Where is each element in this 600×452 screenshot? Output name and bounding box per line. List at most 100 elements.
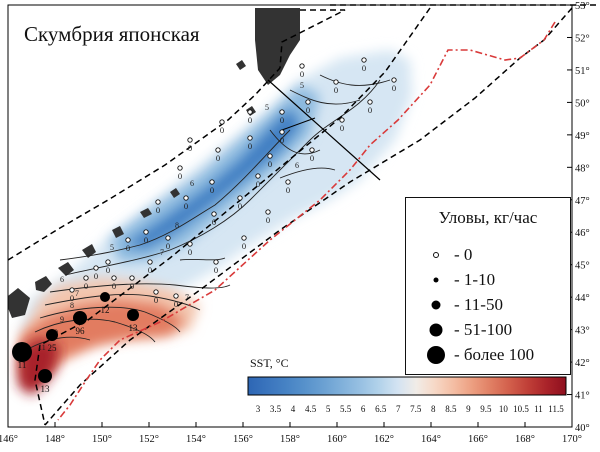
station-zero-label: 0	[286, 185, 290, 195]
station-catch-label: 11	[18, 360, 27, 370]
station-zero-marker	[299, 63, 305, 69]
contour-label: 6	[60, 275, 64, 284]
colorbar-tick-label: 10.5	[513, 404, 529, 414]
station-zero-label: 0	[216, 153, 220, 163]
legend-symbol	[427, 346, 445, 364]
station-zero-label: 0	[268, 159, 272, 169]
contour-label: 7	[160, 248, 164, 257]
colorbar-tick-label: 3.5	[270, 404, 282, 414]
station-zero-label: 0	[70, 293, 74, 303]
x-tick-label: 164°	[421, 434, 441, 445]
colorbar-tick-label: 4	[291, 404, 296, 414]
y-tick-label: 47°	[575, 196, 590, 207]
map-title: Скумбрия японская	[24, 22, 200, 46]
station-zero-marker	[267, 153, 273, 159]
station-zero-marker	[129, 275, 135, 281]
station-zero-label: 0	[112, 281, 116, 291]
x-tick-label: 166°	[468, 434, 488, 445]
station-zero-label: 0	[238, 201, 242, 211]
station-zero-marker	[309, 147, 315, 153]
y-tick-label: 52°	[575, 33, 590, 44]
station-zero-label: 0	[148, 265, 152, 275]
station-zero-marker	[213, 259, 219, 265]
station-catch-label: 96	[76, 326, 86, 336]
x-tick-label: 170°	[562, 434, 582, 445]
station-zero-marker	[183, 195, 189, 201]
colorbar-tick-label: 5	[326, 404, 331, 414]
colorbar-tick-label: 9.5	[480, 404, 492, 414]
contour-label: 6	[295, 161, 299, 170]
contour-label: 11	[38, 343, 46, 352]
station-zero-marker	[69, 287, 75, 293]
station-zero-label: 0	[212, 217, 216, 227]
station-zero-label: 0	[166, 241, 170, 251]
x-tick-label: 158°	[280, 434, 300, 445]
x-tick-label: 150°	[92, 434, 112, 445]
legend-row: - 1-10	[406, 269, 572, 291]
y-tick-label: 43°	[575, 326, 590, 337]
station-zero-marker	[111, 275, 117, 281]
colorbar-tick-label: 11	[534, 404, 543, 414]
legend-symbol	[433, 277, 439, 283]
transect-cross	[281, 117, 316, 131]
station-zero-marker	[241, 235, 247, 241]
station-zero-marker	[153, 289, 159, 295]
colorbar-tick-label: 6	[361, 404, 366, 414]
y-tick-label: 41°	[575, 391, 590, 402]
station-zero-label: 0	[248, 115, 252, 125]
station-zero-marker	[305, 99, 311, 105]
legend-label: - 1-10	[454, 270, 496, 289]
station-catch-label: 12	[101, 305, 110, 315]
station-zero-label: 0	[256, 179, 260, 189]
y-tick-label: 50°	[575, 98, 590, 109]
station-catch-marker	[73, 311, 87, 325]
contour-label: 8	[70, 301, 74, 310]
legend-label: - 0	[454, 245, 473, 264]
station-zero-label: 0	[106, 265, 110, 275]
contour-label: 9	[60, 315, 64, 324]
station-zero-label: 0	[280, 135, 284, 145]
legend-label: - более 100	[454, 345, 535, 364]
y-tick-label: 46°	[575, 228, 590, 239]
station-zero-label: 0	[156, 205, 160, 215]
station-catch-marker	[46, 329, 58, 341]
contour-label: 7	[185, 293, 189, 302]
x-tick-label: 162°	[374, 434, 394, 445]
legend-row: - более 100	[406, 344, 572, 366]
station-zero-label: 0	[178, 171, 182, 181]
contour-label: 5	[265, 103, 269, 112]
station-zero-marker	[339, 117, 345, 123]
station-zero-label: 0	[340, 123, 344, 133]
station-zero-marker	[265, 209, 271, 215]
colorbar-tick-label: 8.5	[445, 404, 457, 414]
y-tick-label: 45°	[575, 261, 590, 272]
colorbar-tick-label: 5.5	[340, 404, 352, 414]
land	[8, 8, 300, 318]
x-tick-label: 160°	[327, 434, 347, 445]
y-tick-label: 51°	[575, 66, 590, 77]
station-zero-marker	[279, 129, 285, 135]
y-tick-label: 40°	[575, 423, 590, 434]
legend-row: - 11-50	[406, 294, 572, 316]
station-zero-label: 0	[220, 125, 224, 135]
x-tick-label: 148°	[45, 434, 65, 445]
station-zero-marker	[333, 79, 339, 85]
x-tick-label: 156°	[233, 434, 253, 445]
station-zero-label: 0	[126, 243, 130, 253]
station-zero-label: 0	[130, 281, 134, 291]
colorbar-tick-label: 7	[396, 404, 401, 414]
station-zero-label: 0	[266, 215, 270, 225]
station-catch-marker	[12, 342, 32, 362]
legend-title: Уловы, кг/час	[438, 208, 538, 227]
station-zero-marker	[237, 195, 243, 201]
station-zero-marker	[361, 57, 367, 63]
station-zero-label: 0	[144, 235, 148, 245]
contour-label: 7	[75, 289, 79, 298]
station-zero-label: 0	[362, 63, 366, 73]
station-zero-label: 0	[188, 143, 192, 153]
station-zero-label: 0	[368, 105, 372, 115]
station-catch-marker	[38, 369, 52, 383]
station-catch-label: 25	[48, 343, 58, 353]
